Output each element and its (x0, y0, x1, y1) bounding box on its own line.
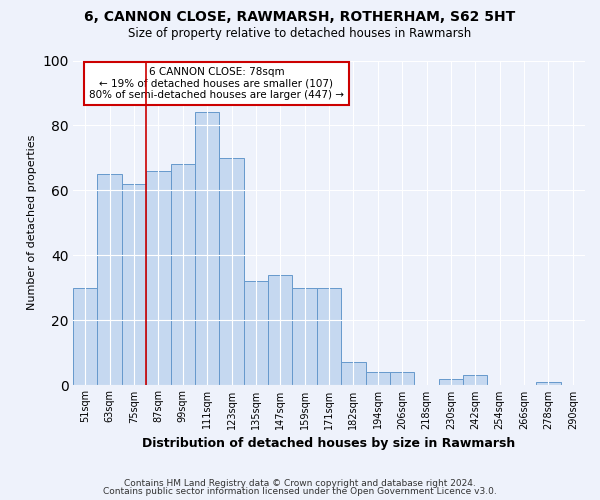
Text: Contains HM Land Registry data © Crown copyright and database right 2024.: Contains HM Land Registry data © Crown c… (124, 478, 476, 488)
Bar (536, 382, 560, 385)
X-axis label: Distribution of detached houses by size in Rawmarsh: Distribution of detached houses by size … (142, 437, 515, 450)
Text: Contains public sector information licensed under the Open Government Licence v3: Contains public sector information licen… (103, 487, 497, 496)
Bar (390, 372, 415, 385)
Bar (220, 158, 244, 385)
Bar (268, 275, 292, 385)
Text: 6, CANNON CLOSE, RAWMARSH, ROTHERHAM, S62 5HT: 6, CANNON CLOSE, RAWMARSH, ROTHERHAM, S6… (85, 10, 515, 24)
Bar (244, 281, 268, 385)
Bar (97, 174, 122, 385)
Bar (195, 112, 220, 385)
Text: 6 CANNON CLOSE: 78sqm
← 19% of detached houses are smaller (107)
80% of semi-det: 6 CANNON CLOSE: 78sqm ← 19% of detached … (89, 67, 344, 100)
Bar (170, 164, 195, 385)
Bar (341, 362, 365, 385)
Y-axis label: Number of detached properties: Number of detached properties (27, 135, 37, 310)
Bar (439, 378, 463, 385)
Bar (122, 184, 146, 385)
Bar (73, 288, 97, 385)
Bar (365, 372, 390, 385)
Text: Size of property relative to detached houses in Rawmarsh: Size of property relative to detached ho… (128, 28, 472, 40)
Bar (317, 288, 341, 385)
Bar (463, 376, 487, 385)
Bar (146, 171, 170, 385)
Bar (292, 288, 317, 385)
